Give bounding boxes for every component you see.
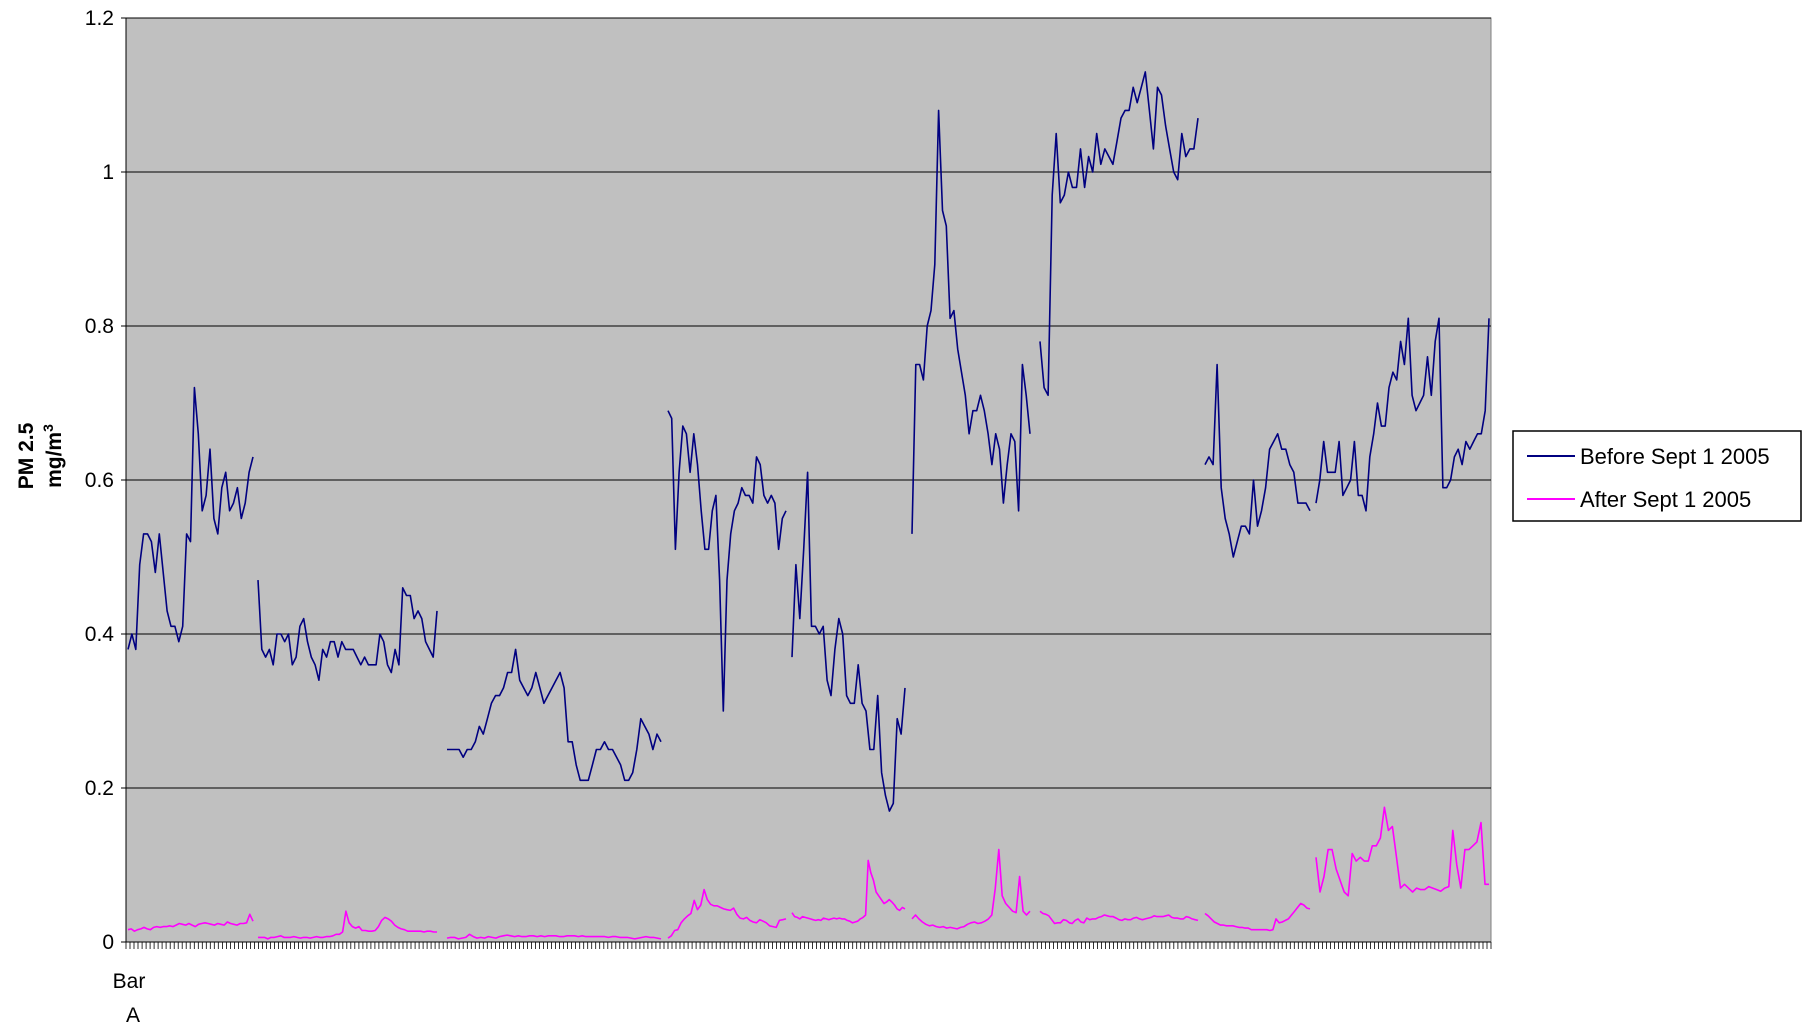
y-axis: 0 0.2 0.4 0.6 0.8 1 1.2	[85, 7, 127, 954]
series-0-segment-8	[1315, 317, 1490, 512]
y-axis-title-line2: mg/m3	[40, 424, 66, 488]
series-1-segment-1	[258, 910, 437, 940]
y-tick-label: 0.6	[85, 469, 114, 492]
y-axis-title-line1: PM 2.5	[15, 422, 38, 489]
series-1-segment-3	[667, 888, 787, 939]
x-category-label-line2: A	[126, 1004, 140, 1027]
series-1-segment-4	[791, 859, 906, 924]
series-1-segment-5	[911, 848, 1031, 930]
series-1-segment-0	[127, 913, 254, 933]
series-0-segment-7	[1204, 363, 1311, 558]
legend-label-before: Before Sept 1 2005	[1580, 444, 1770, 469]
y-tick-label: 0	[102, 931, 114, 954]
grid-lines	[126, 17, 1491, 789]
series-0-segment-0	[127, 386, 254, 651]
y-tick-label: 1	[102, 161, 114, 184]
y-tick-label: 0.8	[85, 315, 114, 338]
series-0-segment-6	[1039, 71, 1199, 397]
y-tick-label: 0.4	[85, 623, 115, 646]
series-layer	[127, 71, 1490, 940]
series-1-segment-7	[1204, 902, 1311, 932]
series-1-segment-6	[1039, 910, 1199, 925]
x-category-label-line1: Bar	[113, 970, 146, 993]
series-1-segment-2	[446, 933, 662, 940]
legend-box	[1512, 430, 1802, 522]
series-0-segment-2	[447, 648, 662, 782]
legend: Before Sept 1 2005 After Sept 1 2005	[1512, 430, 1802, 522]
legend-label-after: After Sept 1 2005	[1580, 487, 1751, 512]
x-axis	[125, 941, 1492, 949]
series-0-segment-1	[257, 580, 438, 682]
y-tick-label: 1.2	[85, 7, 114, 30]
y-tick-label: 0.2	[85, 777, 114, 800]
series-0-segment-4	[791, 471, 906, 812]
series-1-segment-8	[1315, 806, 1489, 897]
series-0-segment-5	[911, 109, 1031, 534]
series-0-segment-3	[667, 410, 787, 712]
x-tick-marks	[125, 942, 1492, 949]
